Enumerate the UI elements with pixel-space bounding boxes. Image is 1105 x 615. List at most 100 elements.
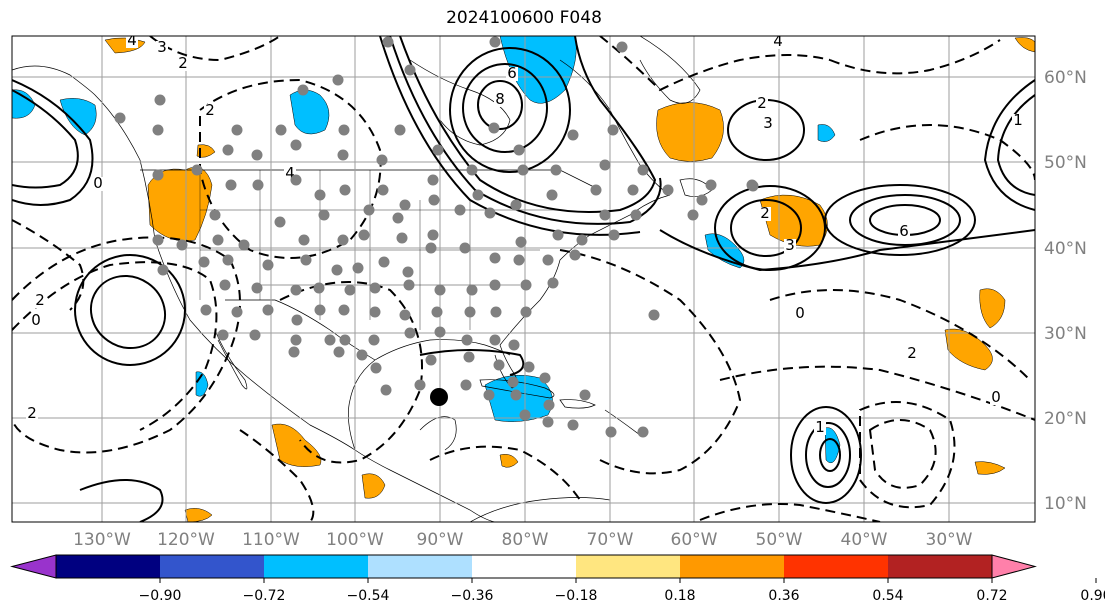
station-dot <box>356 349 368 361</box>
station-dot <box>508 339 520 351</box>
colorbar-segment <box>576 555 681 578</box>
contour-label: 2 <box>907 344 917 362</box>
station-dot <box>569 249 581 261</box>
latitude-label: 40°N <box>1044 239 1087 259</box>
station-dot <box>222 254 234 266</box>
station-dot <box>157 264 169 276</box>
longitude-label: 110°W <box>242 530 300 550</box>
positive-anomaly-region <box>1014 37 1035 53</box>
storm-center-marker <box>430 388 448 406</box>
station-dot <box>434 284 446 296</box>
station-dot <box>331 264 343 276</box>
station-dot <box>314 189 326 201</box>
contour-label: 3 <box>785 236 795 254</box>
station-dot <box>399 199 411 211</box>
station-dot <box>344 284 356 296</box>
station-dot <box>605 426 617 438</box>
station-dot <box>352 262 364 274</box>
negative-anomaly-region <box>817 124 836 142</box>
colorbar-tick-label: −0.18 <box>555 588 598 604</box>
station-dot <box>290 334 302 346</box>
station-dot <box>217 329 229 341</box>
station-dot <box>414 379 426 391</box>
colorbar-extend-high <box>991 554 1037 579</box>
contour-label: 2 <box>205 101 215 119</box>
station-dot <box>472 189 484 201</box>
positive-anomaly-region <box>147 166 213 242</box>
longitude-label: 60°W <box>671 530 718 550</box>
colorbar-segment <box>472 555 577 578</box>
longitude-labels: 130°W 120°W 110°W 100°W 90°W 80°W 70°W 60°W 50°W… <box>73 530 973 550</box>
station-dot <box>542 254 554 266</box>
station-dot <box>300 254 312 266</box>
contour-label: 1 <box>1013 111 1023 129</box>
station-dot <box>339 184 351 196</box>
negative-anomaly-region <box>824 427 841 464</box>
station-dot <box>599 209 611 221</box>
station-dot <box>314 304 326 316</box>
longitude-label: 90°W <box>417 530 464 550</box>
colorbar-tick-label: −0.54 <box>347 588 390 604</box>
station-dot <box>114 112 126 124</box>
station-dot <box>490 306 502 318</box>
station-dot <box>705 179 717 191</box>
colorbar-tick-label: 0.90 <box>1080 588 1105 604</box>
station-dot <box>579 389 591 401</box>
station-dot <box>252 179 264 191</box>
positive-anomaly-region <box>979 288 1006 329</box>
station-dot <box>507 376 519 388</box>
negative-contours <box>12 36 1035 522</box>
station-dot <box>599 159 611 171</box>
station-dot <box>404 64 416 76</box>
station-dot <box>249 329 261 341</box>
station-dot <box>238 239 250 251</box>
colorbar-segment <box>680 555 785 578</box>
station-dot <box>543 399 555 411</box>
positive-anomaly-region <box>656 102 724 162</box>
station-dot <box>369 306 381 318</box>
station-dot <box>225 179 237 191</box>
station-dot <box>464 306 476 318</box>
station-dot <box>425 354 437 366</box>
station-dot <box>290 174 302 186</box>
longitude-label: 100°W <box>326 530 384 550</box>
latitude-label: 20°N <box>1044 409 1087 429</box>
latitude-label: 10°N <box>1044 494 1087 514</box>
colorbar-segment <box>56 555 161 578</box>
station-dot <box>489 279 501 291</box>
station-dot <box>608 229 620 241</box>
contour-label: 0 <box>93 174 103 192</box>
station-dot <box>489 252 501 264</box>
station-dot <box>338 304 350 316</box>
longitude-label: 50°W <box>756 530 803 550</box>
station-dot <box>313 282 325 294</box>
longitude-label: 80°W <box>502 530 549 550</box>
colorbar-segment <box>888 555 993 578</box>
station-dot <box>332 74 344 86</box>
colorbar-segment <box>264 555 369 578</box>
contour-label: 0 <box>31 311 41 329</box>
station-dot <box>403 279 415 291</box>
na-west-coast <box>94 94 356 451</box>
negative-anomaly-region <box>59 98 97 136</box>
station-dot <box>392 212 404 224</box>
station-dot <box>515 236 527 248</box>
positive-anomaly-region <box>974 461 1006 475</box>
longitude-label: 130°W <box>73 530 131 550</box>
station-dot <box>382 36 394 48</box>
map-title: 2024100600 F048 <box>446 8 602 28</box>
station-dot <box>251 282 263 294</box>
longitude-label: 40°W <box>841 530 888 550</box>
colorbar-tick-label: 0.36 <box>768 588 799 604</box>
station-dot <box>337 234 349 246</box>
station-dot <box>662 184 674 196</box>
latitude-labels: 60°N 50°N 40°N 30°N 20°N 10°N <box>1044 68 1087 514</box>
longitude-label: 30°W <box>926 530 973 550</box>
contour-label: 1 <box>815 418 825 436</box>
station-dot <box>510 389 522 401</box>
station-dot <box>493 359 505 371</box>
station-dot <box>483 389 495 401</box>
station-dot <box>454 204 466 216</box>
station-dot <box>275 124 287 136</box>
contour-label: 2 <box>35 291 45 309</box>
